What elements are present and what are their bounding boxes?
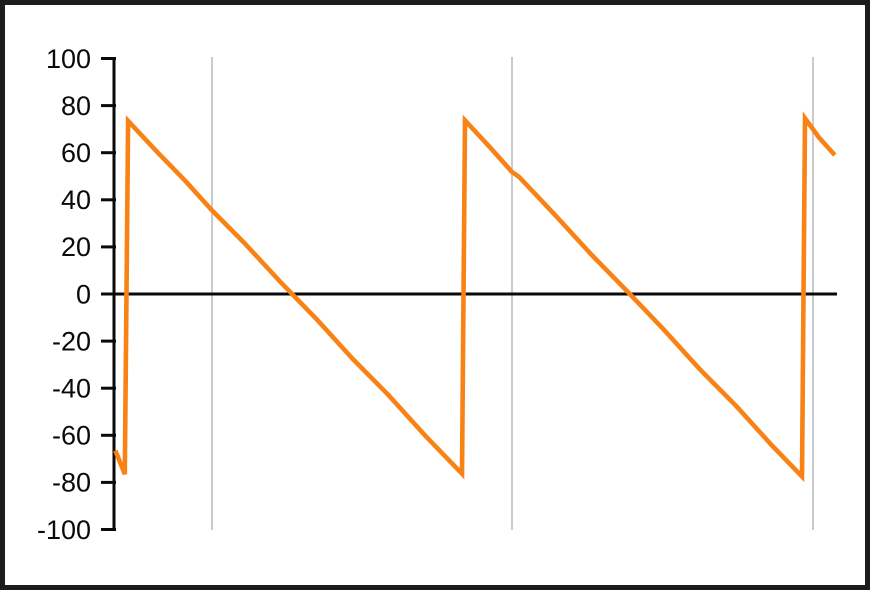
- sawtooth-waveform: [113, 111, 837, 483]
- y-tick-label: 80: [61, 91, 91, 121]
- y-tick-label: 100: [46, 44, 91, 74]
- y-tick-label: -60: [52, 421, 91, 451]
- y-tick-label: 60: [61, 138, 91, 168]
- y-tick-label: -80: [52, 468, 91, 498]
- y-tick-label: -20: [52, 326, 91, 356]
- y-tick-label: 0: [76, 279, 91, 309]
- y-tick-label: -40: [52, 374, 91, 404]
- y-tick-label: 20: [61, 232, 91, 262]
- y-tick-label: 40: [61, 185, 91, 215]
- y-tick-label: -100: [37, 515, 91, 545]
